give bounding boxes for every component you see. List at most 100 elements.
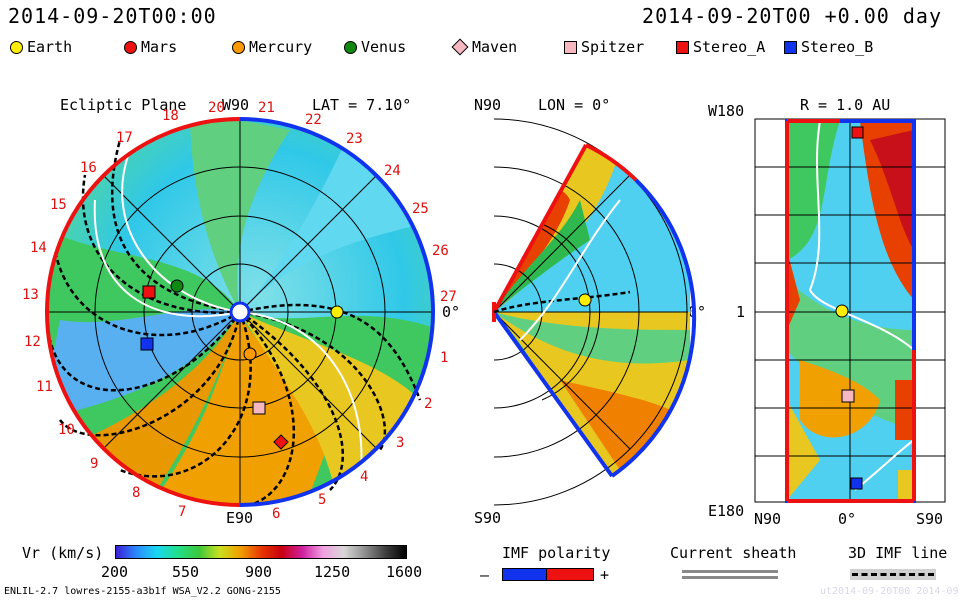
carrington-label: 9: [90, 456, 98, 472]
sun-icon: [229, 301, 251, 323]
colorbar-tick: 200: [101, 563, 129, 581]
radial-earth-marker: [835, 304, 849, 318]
carrington-label: 15: [50, 197, 67, 213]
meridional-grid: [493, 118, 688, 506]
meridional-bottom-label: S90: [474, 509, 502, 527]
meridional-edge-top: [492, 144, 588, 313]
spitzer-marker-icon: [564, 40, 577, 54]
carrington-label: 6: [272, 506, 280, 522]
current-sheath-swatch-top: [682, 570, 778, 573]
meridional-current-sheath: [519, 199, 621, 341]
stereo-b-marker-icon: [784, 40, 797, 54]
carrington-label: 20: [208, 100, 225, 116]
radial-spitzer-marker: [841, 389, 855, 403]
mercury-marker-icon: [232, 40, 245, 54]
carrington-label: 18: [162, 108, 179, 124]
imf-plus-label: +: [600, 566, 610, 584]
carrington-label: 22: [305, 112, 322, 128]
meridional-lon-label: LON = 0°: [538, 96, 611, 114]
carrington-label: 21: [258, 100, 275, 116]
carrington-label: 14: [30, 240, 47, 256]
carrington-label: 26: [432, 243, 449, 259]
carrington-label: 13: [22, 287, 39, 303]
meridional-field-line: [493, 290, 631, 314]
carrington-label: 17: [116, 130, 133, 146]
faint-footer: ut2014-09-20T00 2014-09-21: [820, 586, 960, 597]
maven-marker: [273, 434, 289, 450]
datetime-right: 2014-09-20T00 +0.00 day: [642, 4, 942, 28]
current-sheath-title: Current sheath: [670, 544, 797, 562]
carrington-labels: 20 21 22 23 24 25 26 27 1 2 3 4 5 6 7 8 …: [22, 100, 457, 522]
earth-marker: [330, 305, 344, 319]
imf-minus-label: –: [480, 566, 490, 584]
radial-x-label-s: S90: [916, 510, 944, 528]
legend-stereo-b: Stereo_B: [784, 38, 873, 56]
ecliptic-top-label: W90: [222, 96, 250, 114]
ecliptic-lat-label: LAT = 7.10°: [312, 96, 412, 114]
legend-venus: Venus: [344, 38, 406, 56]
colorbar-tick: 1250: [314, 563, 351, 581]
imf-3d-swatch: [850, 569, 936, 580]
imf-positive-swatch: [546, 568, 594, 581]
carrington-label: 2: [424, 396, 432, 412]
stereo-b-marker: [140, 337, 154, 351]
ecliptic-title: Ecliptic Plane: [60, 96, 187, 114]
carrington-label: 10: [58, 422, 75, 438]
legend-mercury: Mercury: [232, 38, 312, 56]
meridional-edge-bottom: [492, 310, 614, 478]
venus-marker-icon: [344, 40, 357, 54]
imf-polarity-title: IMF polarity: [502, 544, 611, 562]
ecliptic-right-label: 0°: [442, 303, 461, 321]
spitzer-marker: [252, 401, 266, 415]
datetime-left: 2014-09-20T00:00: [8, 4, 217, 28]
colorbar-tick: 550: [172, 563, 200, 581]
radial-x-label-zero: 0°: [838, 510, 857, 528]
carrington-label: 5: [318, 492, 326, 508]
stereo-a-marker-icon: [676, 40, 689, 54]
radial-top-left-label: W180: [708, 102, 745, 120]
venus-marker: [170, 279, 184, 293]
legend-stereo-a: Stereo_A: [676, 38, 765, 56]
mars-marker-icon: [124, 40, 137, 54]
current-sheath-swatch-bottom: [682, 576, 778, 579]
earth-marker-icon: [10, 40, 23, 54]
legend-mars: Mars: [124, 38, 177, 56]
carrington-label: 16: [80, 160, 97, 176]
carrington-label: 11: [36, 379, 53, 395]
legend-spitzer: Spitzer: [564, 38, 644, 56]
colorbar-tick: 900: [245, 563, 273, 581]
carrington-label: 12: [24, 334, 41, 350]
colorbar-label: Vr (km/s): [22, 544, 104, 562]
mars-marker: [142, 285, 156, 299]
imf-negative-swatch: [502, 568, 548, 581]
carrington-label: 27: [440, 289, 457, 305]
carrington-label: 4: [360, 469, 368, 485]
mercury-marker: [243, 347, 257, 361]
ecliptic-imf-ring-negative: [239, 117, 435, 507]
colorbar-tick: 1600: [386, 563, 423, 581]
ecliptic-bottom-label: E90: [226, 509, 254, 527]
radial-current-sheath: [808, 120, 915, 351]
radial-imf-boundary: [785, 119, 914, 503]
ecliptic-imf-ring-positive: [45, 117, 241, 507]
imf-3d-title: 3D IMF line: [848, 544, 948, 562]
object-legend: Earth Mars Mercury Venus Maven Spitzer S…: [0, 38, 960, 58]
carrington-label: 23: [346, 131, 363, 147]
carrington-label: 8: [132, 485, 140, 501]
carrington-label: 3: [396, 435, 404, 451]
radial-x-label-n: N90: [754, 510, 782, 528]
velocity-colorbar: [115, 545, 407, 559]
legend-maven: Maven: [451, 38, 517, 56]
radial-r-label: R = 1.0 AU: [800, 96, 891, 114]
radial-bottom-left-label: E180: [708, 502, 745, 520]
radial-stereo-b-marker: [850, 477, 863, 490]
carrington-label: 24: [384, 163, 401, 179]
ecliptic-current-sheath: [93, 149, 363, 481]
legend-earth: Earth: [10, 38, 72, 56]
carrington-label: 25: [412, 201, 429, 217]
carrington-label: 7: [178, 504, 186, 520]
meridional-top-label: N90: [474, 96, 502, 114]
